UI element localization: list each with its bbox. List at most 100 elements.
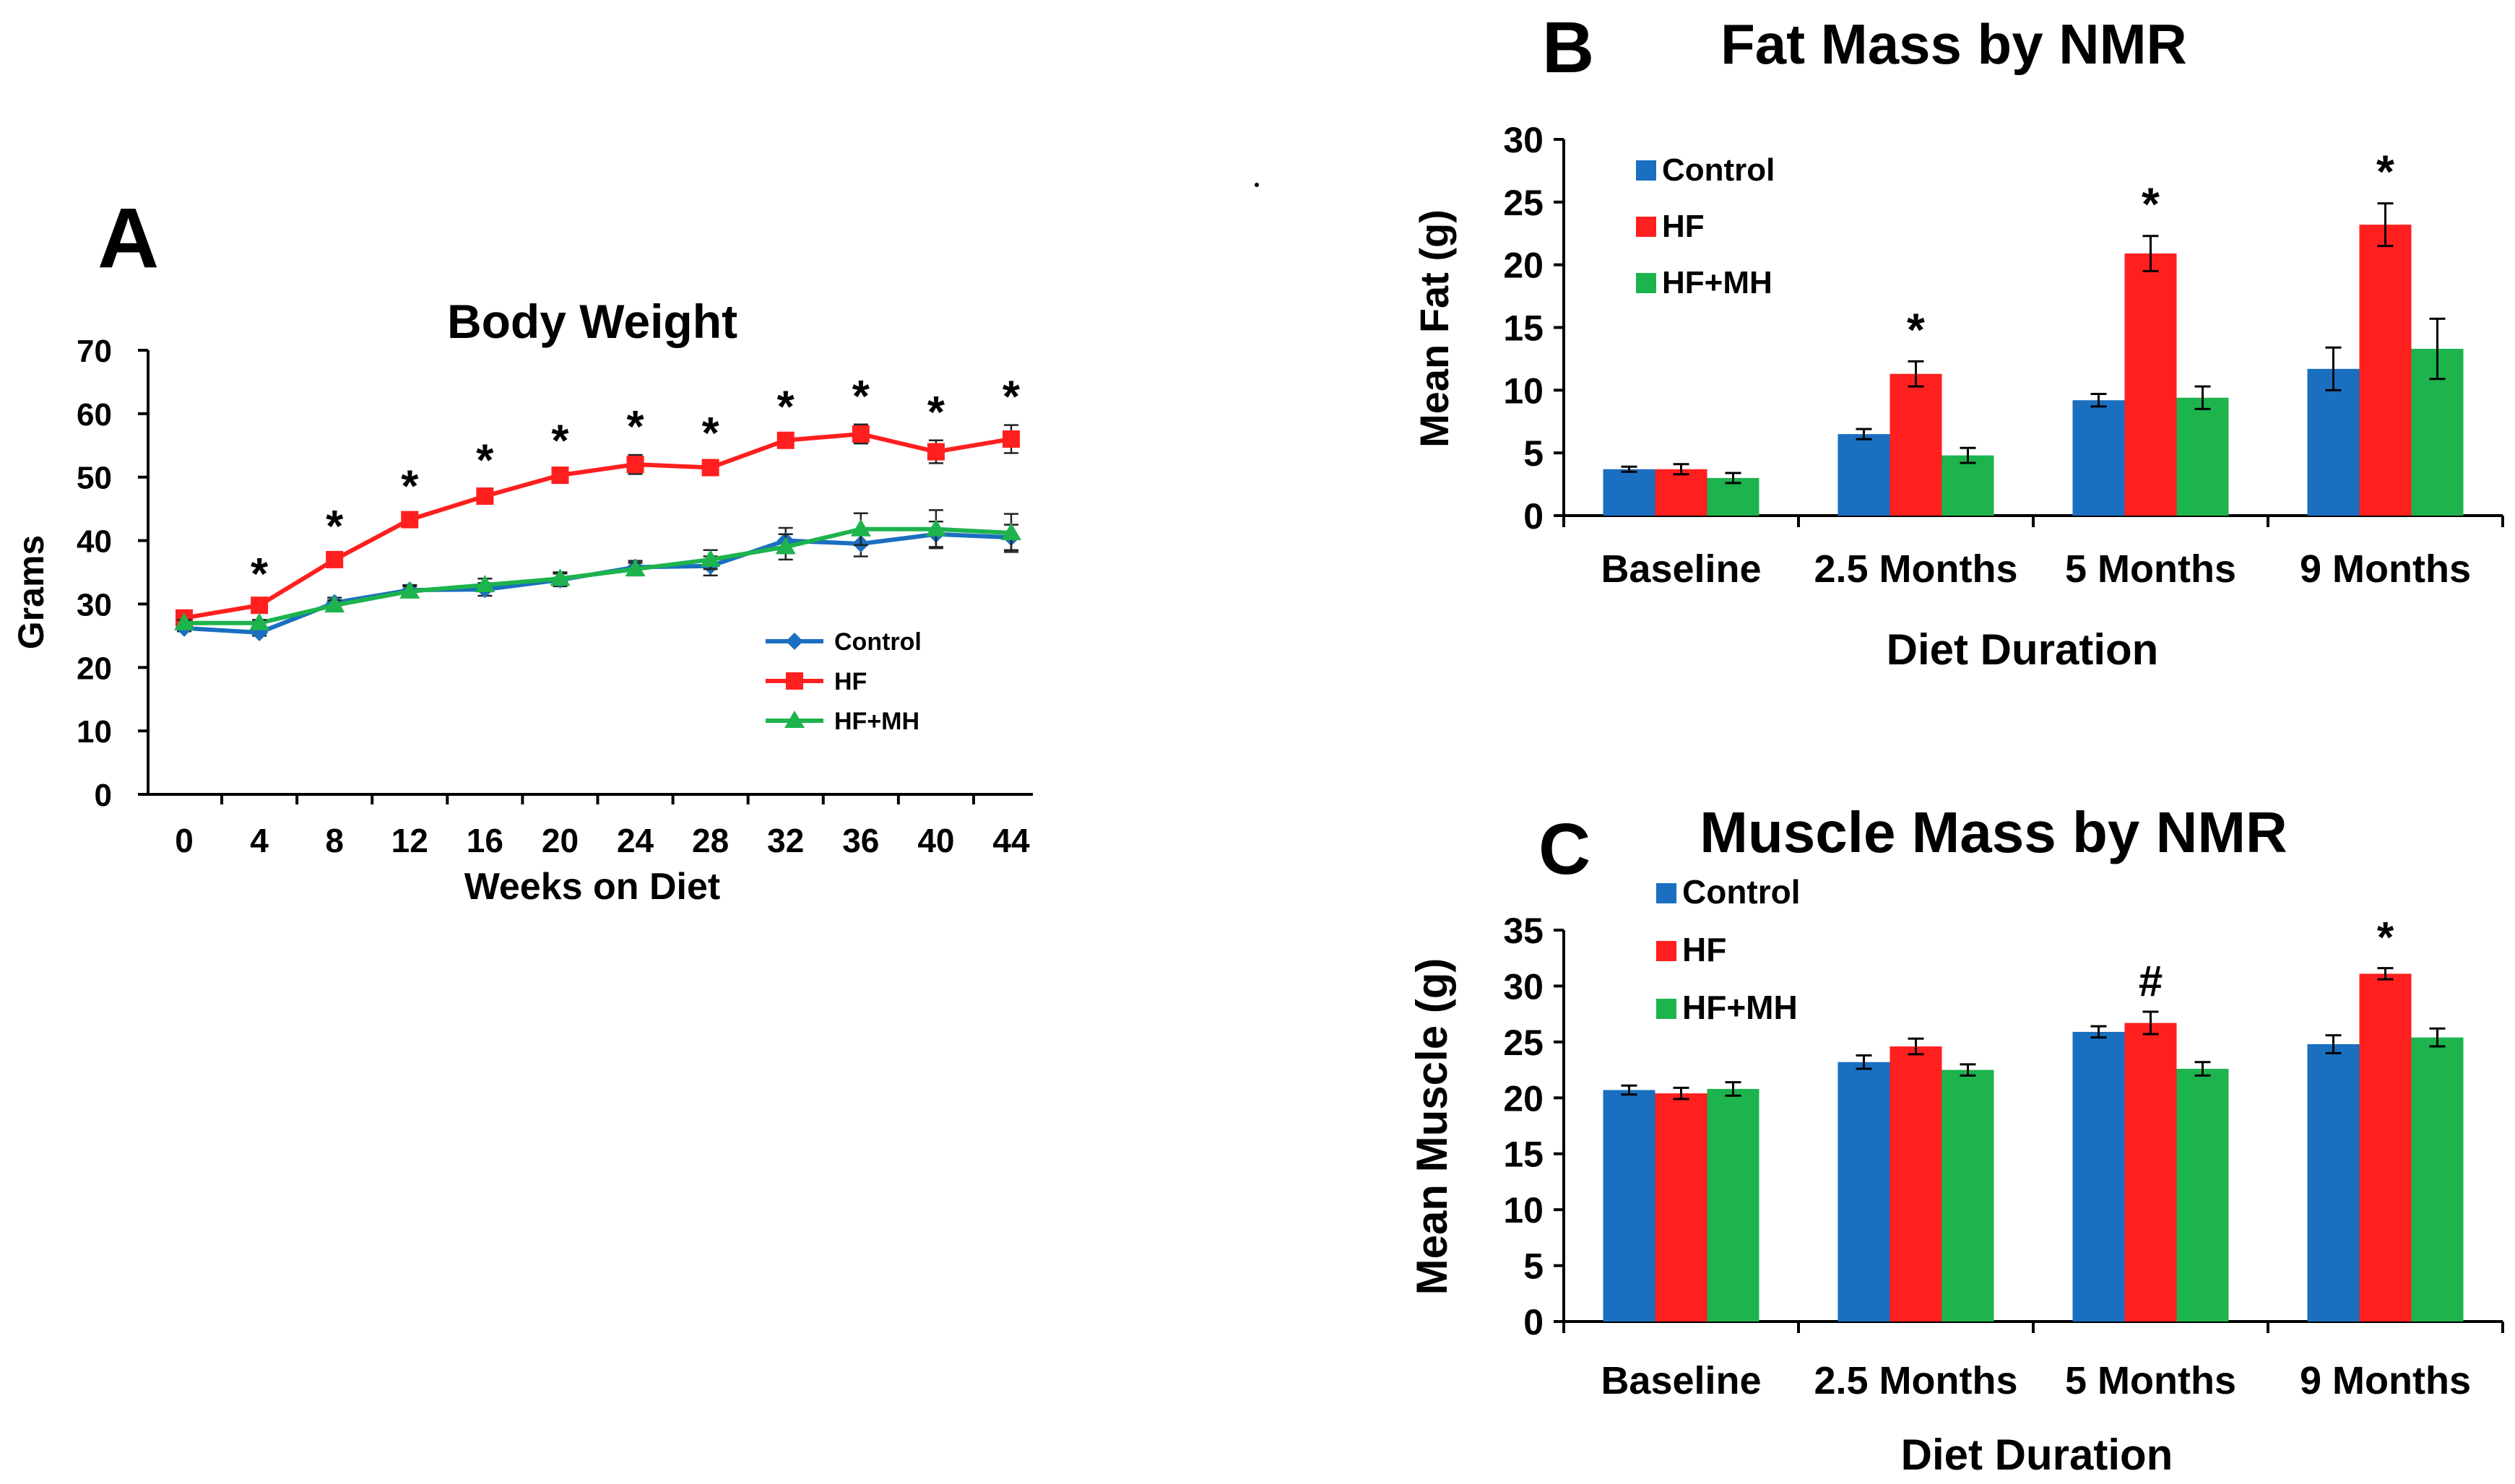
a-point-hfmh bbox=[925, 518, 946, 537]
a-point-hf bbox=[626, 456, 644, 474]
a-x-tick-label: 28 bbox=[692, 822, 729, 859]
a-point-hf bbox=[401, 511, 419, 529]
panel-a-legend: Control HF HF+MH bbox=[766, 628, 922, 735]
a-point-hfmh bbox=[775, 537, 796, 555]
a-legend-marker-hf bbox=[786, 672, 803, 690]
a-y-tick-label: 10 bbox=[77, 714, 112, 750]
c-legend-swatch-hfmh bbox=[1656, 999, 1676, 1019]
a-point-hfmh bbox=[324, 595, 345, 613]
panel-b-letter: B bbox=[1542, 7, 1594, 88]
a-significance-mark: * bbox=[852, 372, 870, 422]
a-significance-mark: * bbox=[1003, 373, 1021, 422]
panel-a-marks: * * * * * * * * * * * bbox=[174, 372, 1021, 641]
b-y-tick-label: 0 bbox=[1523, 496, 1544, 537]
c-legend-swatch-hf bbox=[1656, 941, 1676, 961]
a-y-tick-label: 0 bbox=[95, 778, 112, 813]
c-bar-control bbox=[2072, 1031, 2125, 1322]
b-y-tick-label: 20 bbox=[1503, 246, 1544, 286]
stray-dot bbox=[1255, 183, 1259, 187]
c-bar-control bbox=[2307, 1043, 2360, 1322]
a-point-hfmh bbox=[249, 612, 270, 630]
a-x-tick-label: 20 bbox=[542, 822, 579, 859]
a-legend-label-control: Control bbox=[834, 628, 922, 656]
a-legend-marker-control bbox=[786, 633, 803, 650]
panel-b-x-label: Diet Duration bbox=[1887, 625, 2159, 674]
a-x-tick-label: 8 bbox=[325, 822, 344, 859]
panel-c: C Muscle Mass by NMR Mean Muscle (g) Die… bbox=[1408, 800, 2504, 1479]
a-point-hfmh bbox=[475, 575, 495, 593]
a-point-hfmh bbox=[700, 549, 721, 567]
a-point-hf bbox=[1003, 430, 1020, 448]
c-bar-hfmh bbox=[2411, 1037, 2464, 1322]
a-point-hfmh bbox=[625, 559, 646, 577]
a-x-tick-label: 32 bbox=[767, 822, 804, 859]
c-y-tick-label: 15 bbox=[1503, 1134, 1544, 1175]
c-category-label: 9 Months bbox=[2300, 1359, 2471, 1402]
b-significance-mark: * bbox=[2376, 146, 2394, 198]
c-bar-hf bbox=[1655, 1093, 1707, 1322]
a-y-tick-label: 60 bbox=[77, 397, 112, 433]
a-x-tick-label: 4 bbox=[250, 822, 269, 859]
b-category-label: 9 Months bbox=[2300, 547, 2471, 591]
c-bar-hf bbox=[2359, 973, 2412, 1322]
c-y-tick-label: 0 bbox=[1523, 1302, 1544, 1342]
a-point-hfmh bbox=[550, 568, 571, 586]
panel-c-title: Muscle Mass by NMR bbox=[1700, 800, 2287, 864]
a-series-line-hf bbox=[183, 431, 1012, 620]
b-category-label: Baseline bbox=[1601, 547, 1761, 591]
c-category-label: Baseline bbox=[1601, 1359, 1761, 1402]
c-bar-hfmh bbox=[1707, 1088, 1759, 1322]
a-y-tick-label: 40 bbox=[77, 524, 112, 560]
a-x-tick-label: 44 bbox=[992, 822, 1030, 859]
c-bar-control bbox=[1837, 1062, 1890, 1322]
panel-c-letter: C bbox=[1538, 809, 1590, 890]
c-y-tick-label: 10 bbox=[1503, 1190, 1544, 1231]
panel-b-title: Fat Mass by NMR bbox=[1720, 12, 2187, 76]
b-category-label: 2.5 Months bbox=[1814, 547, 2017, 591]
c-category-label: 5 Months bbox=[2065, 1359, 2236, 1402]
a-point-hf bbox=[551, 467, 569, 485]
a-point-hf bbox=[701, 459, 719, 477]
c-y-tick-label: 30 bbox=[1503, 966, 1544, 1007]
a-point-hf bbox=[326, 550, 344, 568]
a-x-tick-label: 24 bbox=[617, 822, 654, 859]
b-bar-control bbox=[2307, 368, 2360, 516]
a-point-hf bbox=[251, 596, 269, 615]
b-legend-swatch-control bbox=[1636, 160, 1656, 181]
b-bar-hfmh bbox=[2176, 397, 2229, 516]
a-series-line-hfmh bbox=[184, 526, 1012, 625]
b-bar-hfmh bbox=[1707, 477, 1759, 516]
a-point-hfmh bbox=[1001, 523, 1021, 541]
b-y-tick-label: 30 bbox=[1503, 120, 1544, 160]
b-y-tick-label: 10 bbox=[1503, 370, 1544, 411]
panel-a: A Body Weight Grams Weeks on Diet 0 10 20 3… bbox=[11, 191, 1033, 908]
a-x-tick-label: 12 bbox=[391, 822, 428, 859]
panel-c-legend: Control HF HF+MH bbox=[1656, 873, 1801, 1026]
b-legend-label-control: Control bbox=[1662, 152, 1775, 188]
a-point-hf bbox=[927, 443, 945, 461]
c-bar-hfmh bbox=[2176, 1069, 2229, 1322]
c-y-tick-label: 20 bbox=[1503, 1078, 1544, 1119]
panel-c-y-label: Mean Muscle (g) bbox=[1408, 958, 1456, 1296]
a-legend-label-hf: HF bbox=[834, 668, 867, 695]
c-significance-mark: # bbox=[2139, 957, 2163, 1005]
c-bar-control bbox=[1603, 1090, 1655, 1322]
a-significance-mark: * bbox=[326, 502, 344, 552]
c-legend-label-control: Control bbox=[1682, 873, 1801, 911]
c-y-tick-label: 5 bbox=[1523, 1246, 1544, 1287]
a-x-tick-label: 40 bbox=[917, 822, 954, 859]
a-point-hf bbox=[776, 431, 795, 449]
panel-c-axes: 0 5 10 15 20 25 30 35 Baseline 2.5 Months 5 Months… bbox=[1503, 911, 2504, 1402]
a-significance-mark: * bbox=[777, 383, 795, 433]
a-point-hfmh bbox=[850, 518, 871, 537]
a-point-hfmh bbox=[399, 581, 420, 599]
b-y-tick-label: 15 bbox=[1503, 308, 1544, 349]
b-bar-hf bbox=[2359, 225, 2412, 516]
c-legend-label-hfmh: HF+MH bbox=[1682, 989, 1798, 1026]
c-y-tick-label: 25 bbox=[1503, 1023, 1544, 1063]
a-y-tick-label: 20 bbox=[77, 651, 112, 686]
panel-b: B Fat Mass by NMR Mean Fat (g) Diet Dura… bbox=[1411, 7, 2504, 674]
c-bar-hf bbox=[1890, 1046, 1942, 1322]
panel-c-x-label: Diet Duration bbox=[1901, 1431, 2173, 1479]
